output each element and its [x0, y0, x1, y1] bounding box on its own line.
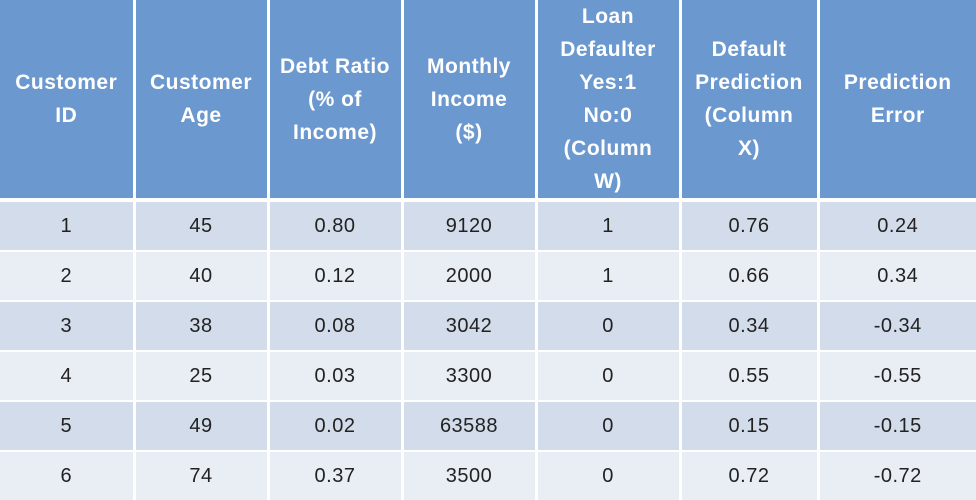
header-customer-id: Customer ID	[0, 0, 136, 202]
cell-customer-age: 74	[134, 450, 270, 500]
cell-customer-age: 40	[134, 250, 270, 301]
cell-prediction-error: 0.34	[818, 250, 976, 301]
cell-debt-ratio: 0.08	[268, 300, 404, 351]
cell-default-prediction: 0.55	[680, 350, 820, 401]
cell-customer-id: 6	[0, 450, 136, 500]
table-row: 4 25 0.03 3300 0 0.55 -0.55	[0, 350, 976, 401]
cell-default-prediction: 0.34	[680, 300, 820, 351]
cell-monthly-income: 3300	[402, 350, 538, 401]
cell-default-prediction: 0.15	[680, 400, 820, 451]
table-body: 1 45 0.80 9120 1 0.76 0.24 2 40 0.12 200…	[0, 199, 976, 500]
table-row: 3 38 0.08 3042 0 0.34 -0.34	[0, 300, 976, 351]
cell-prediction-error: -0.15	[818, 400, 976, 451]
cell-customer-age: 45	[134, 199, 270, 251]
cell-customer-id: 3	[0, 300, 136, 351]
table-row: 2 40 0.12 2000 1 0.66 0.34	[0, 250, 976, 301]
cell-debt-ratio: 0.03	[268, 350, 404, 401]
header-debt-ratio: Debt Ratio (% of Income)	[268, 0, 404, 202]
header-default-prediction: Default Prediction (Column X)	[680, 0, 820, 202]
cell-monthly-income: 3042	[402, 300, 538, 351]
cell-default-prediction: 0.72	[680, 450, 820, 500]
table-row: 1 45 0.80 9120 1 0.76 0.24	[0, 199, 976, 251]
cell-prediction-error: -0.55	[818, 350, 976, 401]
header-row: Customer ID Customer Age Debt Ratio (% o…	[0, 0, 976, 202]
cell-debt-ratio: 0.80	[268, 199, 404, 251]
header-monthly-income: Monthly Income ($)	[402, 0, 538, 202]
cell-debt-ratio: 0.02	[268, 400, 404, 451]
cell-monthly-income: 63588	[402, 400, 538, 451]
table-row: 6 74 0.37 3500 0 0.72 -0.72	[0, 450, 976, 500]
cell-loan-defaulter: 0	[536, 300, 682, 351]
cell-customer-age: 25	[134, 350, 270, 401]
cell-prediction-error: -0.34	[818, 300, 976, 351]
cell-monthly-income: 9120	[402, 199, 538, 251]
cell-debt-ratio: 0.12	[268, 250, 404, 301]
cell-monthly-income: 3500	[402, 450, 538, 500]
cell-loan-defaulter: 1	[536, 199, 682, 251]
cell-customer-id: 1	[0, 199, 136, 251]
cell-loan-defaulter: 0	[536, 400, 682, 451]
cell-customer-id: 2	[0, 250, 136, 301]
cell-default-prediction: 0.66	[680, 250, 820, 301]
cell-default-prediction: 0.76	[680, 199, 820, 251]
cell-customer-id: 5	[0, 400, 136, 451]
table-row: 5 49 0.02 63588 0 0.15 -0.15	[0, 400, 976, 451]
header-prediction-error: Prediction Error	[818, 0, 976, 202]
cell-loan-defaulter: 1	[536, 250, 682, 301]
cell-customer-id: 4	[0, 350, 136, 401]
cell-customer-age: 38	[134, 300, 270, 351]
cell-customer-age: 49	[134, 400, 270, 451]
header-customer-age: Customer Age	[134, 0, 270, 202]
cell-debt-ratio: 0.37	[268, 450, 404, 500]
cell-monthly-income: 2000	[402, 250, 538, 301]
header-loan-defaulter: Loan Defaulter Yes:1 No:0 (Column W)	[536, 0, 682, 202]
cell-loan-defaulter: 0	[536, 350, 682, 401]
cell-loan-defaulter: 0	[536, 450, 682, 500]
cell-prediction-error: -0.72	[818, 450, 976, 500]
cell-prediction-error: 0.24	[818, 199, 976, 251]
table-header: Customer ID Customer Age Debt Ratio (% o…	[0, 0, 976, 202]
